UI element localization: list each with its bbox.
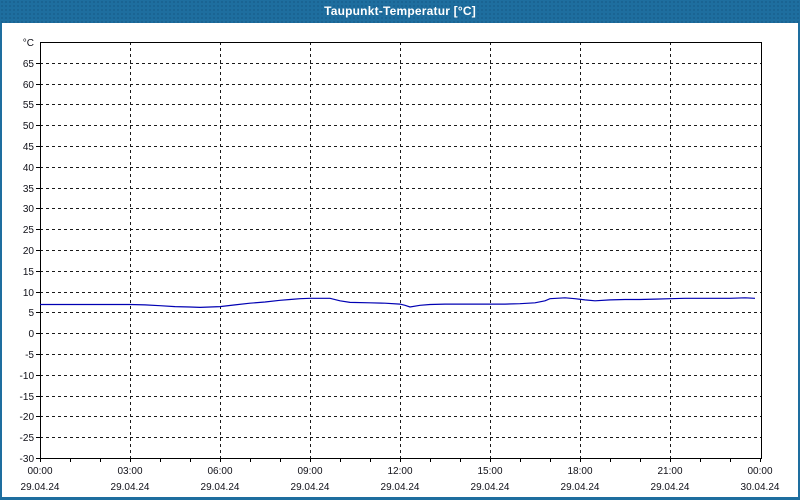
svg-text:-30: -30 — [20, 454, 35, 465]
svg-text:45: 45 — [23, 142, 35, 153]
svg-text:-15: -15 — [20, 392, 35, 403]
window-border-left — [0, 23, 2, 500]
svg-text:29.04.24: 29.04.24 — [201, 482, 240, 493]
svg-text:29.04.24: 29.04.24 — [381, 482, 420, 493]
svg-text:29.04.24: 29.04.24 — [291, 482, 330, 493]
y-axis-labels: 65605550454035302520151050-5-10-15-20-25… — [20, 38, 35, 465]
chart-area: 65 60 55 50 45 40 35 30 25 20 15 10 5 0 -5 -10 -15 -20 -25… — [0, 23, 800, 500]
svg-text:29.04.24: 29.04.24 — [561, 482, 600, 493]
svg-text:30.04.24: 30.04.24 — [741, 482, 780, 493]
svg-text:-25: -25 — [20, 433, 35, 444]
svg-text:29.04.24: 29.04.24 — [651, 482, 690, 493]
data-line-taupunkt-temperatur — [40, 297, 756, 309]
svg-text:06:00: 06:00 — [207, 466, 232, 477]
svg-text:50: 50 — [23, 121, 35, 132]
y-axis-unit: °C — [23, 38, 34, 49]
svg-text:09:00: 09:00 — [297, 466, 322, 477]
x-axis-labels: 00:00 29.04.24 03:00 29.04.24 06:00 29.04.24 0… — [21, 466, 780, 493]
svg-text:35: 35 — [23, 184, 35, 195]
svg-text:-20: -20 — [20, 412, 35, 423]
svg-text:-5: -5 — [25, 350, 34, 361]
svg-text:0: 0 — [28, 329, 34, 340]
svg-text:21:00: 21:00 — [657, 466, 682, 477]
svg-text:15:00: 15:00 — [477, 466, 502, 477]
svg-text:00:00: 00:00 — [27, 466, 52, 477]
svg-text:55: 55 — [23, 100, 35, 111]
svg-text:10: 10 — [23, 288, 35, 299]
titlebar: Taupunkt-Temperatur [°C] — [0, 0, 800, 23]
svg-text:20: 20 — [23, 246, 35, 257]
window-title: Taupunkt-Temperatur [°C] — [324, 4, 476, 18]
svg-text:15: 15 — [23, 267, 35, 278]
svg-text:18:00: 18:00 — [567, 466, 592, 477]
svg-text:65: 65 — [23, 59, 35, 70]
svg-text:00:00: 00:00 — [747, 466, 772, 477]
axis-ticks — [36, 63, 761, 462]
svg-text:30: 30 — [23, 204, 35, 215]
window-border-right — [798, 23, 800, 500]
svg-text:5: 5 — [28, 308, 34, 319]
svg-text:12:00: 12:00 — [387, 466, 412, 477]
svg-text:29.04.24: 29.04.24 — [111, 482, 150, 493]
svg-text:60: 60 — [23, 80, 35, 91]
svg-text:40: 40 — [23, 163, 35, 174]
svg-text:-10: -10 — [20, 371, 35, 382]
svg-text:29.04.24: 29.04.24 — [471, 482, 510, 493]
svg-text:03:00: 03:00 — [117, 466, 142, 477]
svg-text:29.04.24: 29.04.24 — [21, 482, 60, 493]
gridlines — [40, 42, 761, 458]
window-border-bottom — [0, 497, 800, 500]
svg-text:25: 25 — [23, 225, 35, 236]
plot-frame — [40, 42, 762, 459]
dewpoint-line-chart: 65605550454035302520151050-5-10-15-20-25… — [20, 38, 780, 493]
